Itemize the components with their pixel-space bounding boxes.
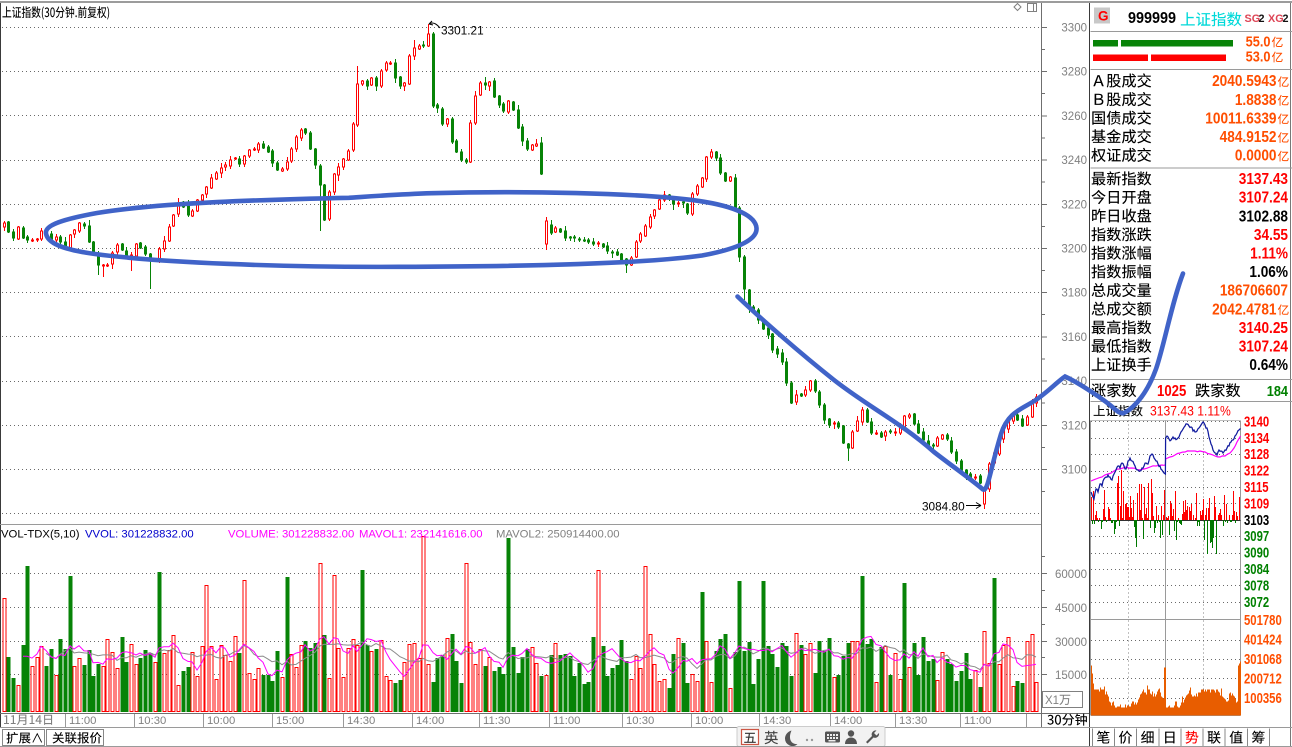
svg-text:10:00: 10:00 (695, 715, 723, 727)
svg-text:200712: 200712 (1244, 670, 1282, 687)
svg-text:3137.43: 3137.43 (1239, 171, 1288, 188)
svg-text:1025: 1025 (1157, 383, 1186, 400)
svg-text:3115: 3115 (1244, 479, 1269, 496)
svg-text:SG: SG (1245, 13, 1261, 25)
svg-text:999999: 999999 (1128, 10, 1176, 28)
svg-text:VVOL: 301228832.00: VVOL: 301228832.00 (85, 529, 194, 541)
svg-text:15000: 15000 (1055, 670, 1087, 682)
svg-text:14:30: 14:30 (347, 715, 375, 727)
svg-text:0.0000: 0.0000 (1235, 148, 1277, 165)
svg-text:11:00: 11:00 (964, 715, 991, 727)
svg-text:3301.21: 3301.21 (441, 24, 484, 38)
svg-text:13:30: 13:30 (899, 715, 927, 727)
svg-text:15:00: 15:00 (276, 715, 304, 727)
svg-text:3090: 3090 (1244, 544, 1269, 561)
svg-text:3134: 3134 (1244, 429, 1270, 446)
svg-text:30000: 30000 (1055, 637, 1087, 649)
svg-text:3140.25: 3140.25 (1239, 320, 1288, 337)
svg-text:3109: 3109 (1244, 495, 1269, 512)
svg-text:501780: 501780 (1244, 612, 1282, 629)
svg-text:34.55: 34.55 (1254, 227, 1288, 244)
svg-text:3072: 3072 (1244, 593, 1269, 610)
svg-text:3137.43 1.11%: 3137.43 1.11% (1150, 403, 1231, 419)
svg-text:53.0: 53.0 (1246, 49, 1271, 65)
svg-text:3103: 3103 (1244, 511, 1269, 528)
svg-text:45000: 45000 (1055, 603, 1087, 615)
svg-text:1.06%: 1.06% (1249, 264, 1288, 281)
svg-text:186706607: 186706607 (1220, 283, 1288, 300)
svg-text:G: G (1098, 9, 1109, 24)
svg-text:3102.88: 3102.88 (1239, 209, 1288, 226)
svg-text:3122: 3122 (1244, 462, 1269, 479)
svg-text:2: 2 (1283, 13, 1289, 25)
svg-text:484.9152: 484.9152 (1220, 129, 1277, 146)
svg-text:14:30: 14:30 (763, 715, 791, 727)
svg-text:2040.5943: 2040.5943 (1212, 73, 1276, 90)
svg-text:2: 2 (1259, 13, 1265, 25)
svg-text:3107.24: 3107.24 (1239, 190, 1289, 207)
svg-text:60000: 60000 (1055, 569, 1087, 581)
svg-text:11:00: 11:00 (69, 715, 96, 727)
svg-text:3084: 3084 (1244, 561, 1270, 578)
svg-text:3100: 3100 (1061, 465, 1087, 477)
svg-text:XG: XG (1268, 13, 1284, 25)
svg-text:3280: 3280 (1061, 67, 1087, 79)
svg-text:301068: 301068 (1244, 651, 1282, 668)
svg-text:MAVOL1: 232141616.00: MAVOL1: 232141616.00 (359, 529, 483, 541)
svg-text:3200: 3200 (1061, 244, 1087, 256)
svg-text:10:00: 10:00 (207, 715, 235, 727)
svg-text:184: 184 (1267, 382, 1288, 399)
svg-text:VOLUME: 301228832.00: VOLUME: 301228832.00 (228, 529, 354, 541)
svg-text:3097: 3097 (1244, 528, 1269, 545)
svg-text:14:00: 14:00 (416, 715, 444, 727)
svg-text:11:00: 11:00 (553, 715, 580, 727)
svg-text:55.0: 55.0 (1246, 34, 1271, 50)
svg-text:3128: 3128 (1244, 446, 1269, 463)
svg-text:3260: 3260 (1061, 111, 1087, 123)
svg-text:3107.24: 3107.24 (1239, 339, 1289, 356)
svg-text:3300: 3300 (1061, 23, 1087, 35)
svg-text:MAVOL2: 250914400.00: MAVOL2: 250914400.00 (496, 529, 620, 541)
svg-text:10:30: 10:30 (626, 715, 654, 727)
svg-text:14:00: 14:00 (834, 715, 862, 727)
svg-text:11:30: 11:30 (483, 715, 510, 727)
svg-text:3180: 3180 (1061, 288, 1087, 300)
svg-text:3240: 3240 (1061, 155, 1087, 167)
svg-text:10:30: 10:30 (138, 715, 166, 727)
svg-text:3084.80: 3084.80 (922, 500, 965, 514)
svg-text:3220: 3220 (1061, 199, 1087, 211)
svg-text:1.8838: 1.8838 (1235, 92, 1277, 109)
svg-text:VOL-TDX(5,10): VOL-TDX(5,10) (1, 529, 80, 541)
svg-text:3078: 3078 (1244, 577, 1269, 594)
svg-text:0.64%: 0.64% (1249, 357, 1288, 374)
svg-text:2042.4781: 2042.4781 (1212, 302, 1276, 319)
svg-text:100356: 100356 (1244, 689, 1282, 706)
svg-text:3140: 3140 (1244, 413, 1269, 430)
svg-text:3160: 3160 (1061, 332, 1087, 344)
svg-text:X1: X1 (1045, 695, 1059, 707)
svg-text:401424: 401424 (1244, 631, 1282, 648)
svg-text:3120: 3120 (1061, 420, 1087, 432)
svg-text:1.11%: 1.11% (1250, 246, 1288, 263)
svg-text:10011.6339: 10011.6339 (1205, 111, 1276, 128)
